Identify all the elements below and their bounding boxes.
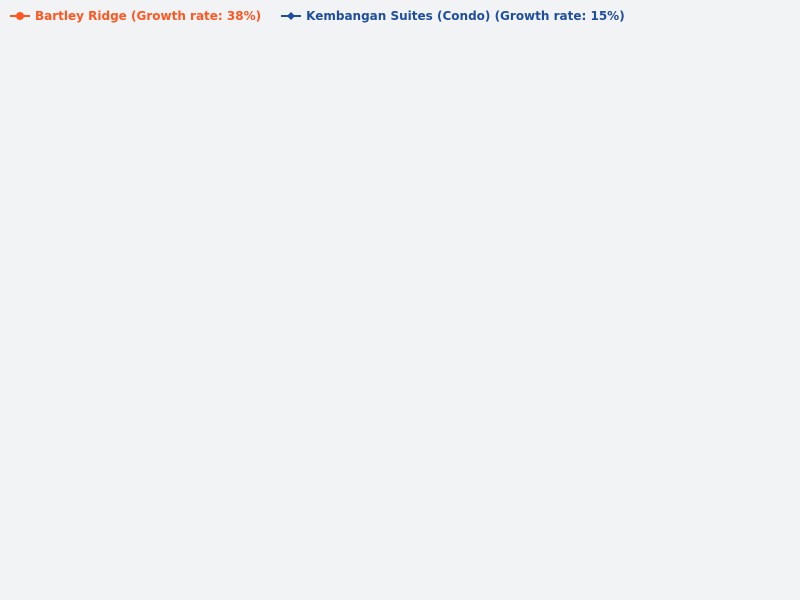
legend-item-bartley-ridge[interactable]: Bartley Ridge (Growth rate: 38%) [10,9,261,23]
y-tick-label: $1,300 [6,555,45,568]
y-tick-label: $2,100 [6,43,45,56]
data-point [63,441,71,450]
diamond-marker-icon [281,12,302,20]
data-point [285,357,294,366]
y-tick-label: $1,800 [6,235,45,248]
y-tick-label: $1,500 [6,427,45,440]
y-tick-label: $1,400 [6,491,45,504]
x-tick-label: Q3 2022 [266,572,313,585]
legend-label: Kembangan Suites (Condo) (Growth rate: 1… [306,9,625,23]
data-point [241,498,249,507]
data-point [374,313,383,322]
x-tick-label: Q3 2021 [88,572,135,585]
x-tick-label: Q1 2023 [355,572,402,585]
y-tick-label: $1,600 [6,363,45,376]
data-point [196,469,205,478]
circle-marker-icon [10,12,30,20]
x-tick-label: Q1 2022 [177,572,224,585]
y-tick-label: $1,700 [6,299,45,312]
data-point [730,295,739,304]
data-point [63,462,71,471]
data-point [641,213,650,222]
data-point [419,279,427,288]
x-tick-label: Q3 2024 [622,572,669,585]
x-tick-label: Q3 2023 [444,572,491,585]
data-point [552,208,561,217]
data-point [508,244,516,253]
series-line-0 [66,114,780,468]
data-point [196,398,205,407]
y-tick-label: $2,000 [6,107,45,120]
legend-item-kembangan-suites[interactable]: Kembangan Suites (Condo) (Growth rate: 1… [281,9,625,23]
series-line-1 [66,298,735,503]
data-point [775,110,783,119]
data-point [330,368,338,377]
data-point [152,416,160,425]
legend-label: Bartley Ridge (Growth rate: 38%) [35,9,262,23]
data-point [597,341,605,350]
y-tick-label: $1,900 [6,171,45,184]
data-point [241,382,249,391]
data-point [463,272,472,281]
data-point [285,397,294,405]
data-point [597,196,605,205]
data-point [330,398,338,407]
data-point [107,459,116,468]
x-tick-label: Q1 2024 [533,572,580,585]
data-point [730,229,739,238]
legend: Bartley Ridge (Growth rate: 38%) Kembang… [10,9,625,23]
data-point [686,181,694,190]
x-tick-label: Q1 2025 [711,572,758,585]
